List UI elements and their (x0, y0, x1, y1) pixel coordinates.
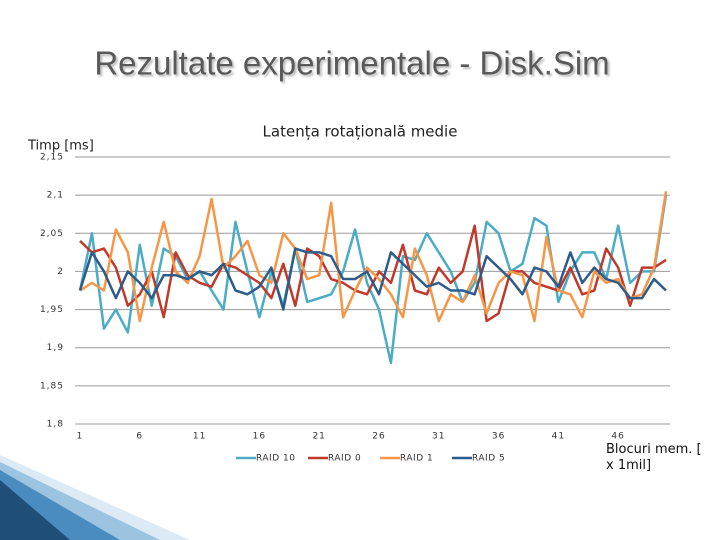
x-tick-label: 1 (77, 432, 84, 442)
line-series (79, 191, 668, 323)
x-tick-label: 11 (193, 432, 206, 442)
x-tick-label: 26 (372, 432, 385, 442)
decoration (0, 480, 70, 540)
x-tick-label: 16 (253, 432, 266, 442)
x-tick-label: 36 (492, 432, 505, 442)
x-tick-label: 41 (552, 432, 565, 442)
line-series (78, 194, 668, 365)
y-tick-label: 1,9 (47, 343, 64, 353)
y-axis-title: Timp [ms] (27, 139, 94, 154)
x-tick-label: 21 (312, 432, 325, 442)
legend-label: RAID 10 (256, 454, 295, 464)
x-tick-label: 6 (136, 432, 143, 442)
y-tick-label: 2 (57, 267, 64, 277)
y-tick-label: 1,95 (40, 305, 64, 315)
legend-label: RAID 0 (328, 454, 361, 464)
legend-label: RAID 5 (472, 454, 505, 464)
y-tick-label: 1,8 (47, 420, 64, 430)
legend-label: RAID 1 (400, 454, 433, 464)
y-tick-label: 2,15 (40, 153, 64, 163)
y-tick-label: 2,05 (40, 229, 64, 239)
line-series (78, 247, 667, 311)
x-tick-label: 46 (611, 432, 624, 442)
x-tick-label: 31 (432, 432, 445, 442)
y-tick-label: 2,1 (47, 191, 64, 201)
y-tick-label: 1,85 (40, 381, 64, 391)
slide-title: Rezultate experimentale - Disk.Sim (94, 45, 609, 82)
x-axis-title: Blocuri mem. [ x 1mil] (606, 442, 702, 473)
chart-title: Latența rotațională medie (263, 123, 458, 141)
